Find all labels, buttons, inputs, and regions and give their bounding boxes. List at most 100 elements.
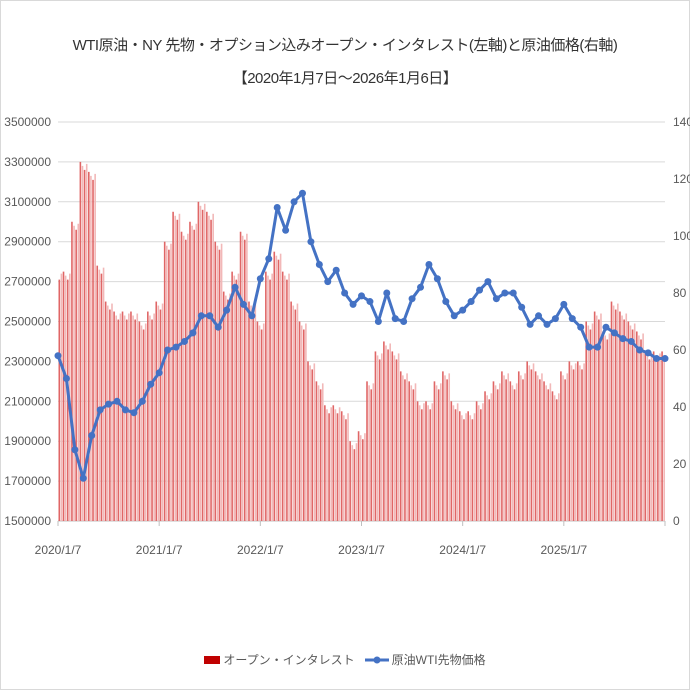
bar (151, 319, 153, 521)
bar (551, 391, 554, 521)
price-point (248, 312, 256, 320)
bar (490, 393, 493, 521)
bar (71, 221, 73, 521)
bar (650, 353, 653, 521)
bar (165, 245, 168, 521)
bar (275, 255, 278, 522)
bar (187, 233, 189, 521)
bar (576, 361, 579, 521)
price-point (206, 312, 214, 320)
price-point (509, 289, 517, 297)
price-point (476, 286, 484, 294)
bar (298, 321, 301, 521)
bar (465, 413, 467, 521)
price-point (71, 446, 79, 454)
bar (473, 413, 476, 521)
price-point (619, 335, 627, 343)
bar (96, 265, 99, 521)
bar (189, 221, 191, 521)
bar (654, 355, 657, 521)
price-point (96, 406, 104, 414)
price-point (180, 337, 188, 345)
bar (461, 415, 463, 521)
price-point (307, 238, 315, 246)
price-point (594, 343, 602, 351)
bar (471, 419, 474, 521)
price-point (349, 300, 357, 308)
bar (366, 381, 368, 521)
bar (134, 319, 136, 521)
bar (482, 403, 484, 521)
bar (389, 343, 391, 521)
bar (498, 383, 501, 521)
bar (180, 231, 183, 521)
price-point (155, 369, 163, 377)
bar (410, 385, 413, 521)
bar (585, 321, 588, 521)
bar (123, 315, 126, 521)
bar (376, 355, 379, 521)
x-tick-label: 2020/1/7 (35, 543, 82, 557)
price-point (425, 261, 433, 268)
bar (267, 275, 269, 521)
bar (545, 385, 547, 521)
y-left-tick-label: 2900000 (4, 235, 51, 249)
bar (353, 449, 356, 521)
price-point (239, 300, 247, 308)
bar (231, 271, 233, 521)
price-point (492, 295, 500, 303)
price-point (467, 298, 475, 306)
bar (657, 359, 659, 521)
bar (406, 373, 408, 521)
bar (486, 395, 488, 521)
bar (334, 409, 337, 521)
bar (355, 443, 358, 521)
bar (345, 419, 347, 521)
bar (593, 311, 596, 521)
bar (558, 393, 560, 521)
bar (113, 311, 115, 521)
bar (433, 381, 436, 521)
bar (494, 385, 497, 521)
price-point (551, 315, 559, 323)
price-point (501, 289, 509, 297)
bar (484, 391, 486, 521)
price-point (627, 337, 635, 345)
y-right-tick-label: 0 (673, 514, 680, 528)
price-point (391, 315, 399, 323)
bar (423, 403, 425, 521)
legend-item-wti-price: 原油WTI先物価格 (364, 651, 486, 668)
bar (458, 411, 461, 521)
bar (176, 219, 179, 521)
legend: オープン・インタレスト 原油WTI先物価格 (1, 651, 689, 668)
bar (553, 395, 556, 521)
bar (633, 323, 636, 521)
bar (368, 385, 370, 521)
bar (631, 329, 634, 521)
bar (265, 271, 267, 521)
bar (208, 215, 210, 521)
price-point (484, 278, 492, 286)
y-right-tick-label: 140 (673, 115, 690, 129)
price-point (223, 306, 231, 314)
price-point (374, 318, 382, 325)
bar (199, 205, 202, 522)
bar (602, 331, 604, 521)
bar (520, 375, 522, 521)
bar (284, 275, 286, 521)
bar (121, 311, 124, 521)
y-right-tick-label: 40 (673, 400, 687, 414)
bar (138, 321, 141, 521)
bar (448, 373, 451, 521)
y-left-tick-label: 3100000 (4, 195, 51, 209)
bar (414, 383, 417, 521)
price-point (130, 409, 138, 417)
price-point (265, 255, 273, 263)
bar (159, 309, 162, 521)
bar (524, 373, 526, 521)
bar (404, 379, 406, 521)
x-tick-label: 2021/1/7 (136, 543, 183, 557)
bar (170, 243, 172, 521)
bar (541, 373, 543, 521)
